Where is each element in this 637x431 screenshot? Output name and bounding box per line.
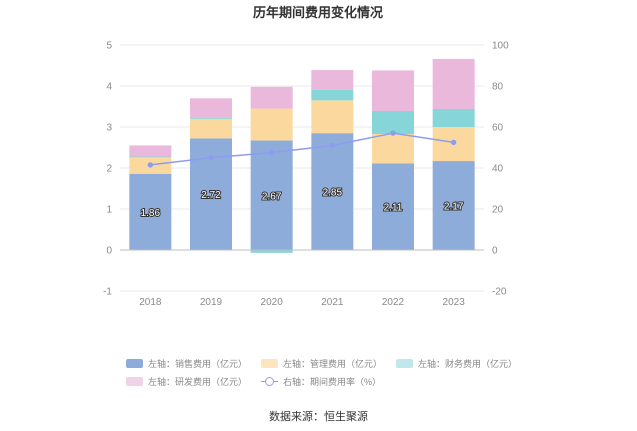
left-axis-tick: 2 <box>106 164 112 175</box>
right-axis-ticks: -20 0 20 40 60 80 100 <box>492 41 509 298</box>
rate-point <box>390 130 396 136</box>
rate-point <box>450 139 457 146</box>
line-series <box>147 130 457 168</box>
legend-item-rate[interactable]: 右轴：期间费用率（%） <box>261 375 381 388</box>
bar-segment-2020-s2 <box>250 250 293 253</box>
bar-data-label: 2.67 <box>262 191 282 202</box>
x-axis: 2018 2019 2020 2021 2022 2023 <box>120 249 484 308</box>
left-axis-tick: 4 <box>106 82 112 93</box>
left-axis-tick: -1 <box>103 287 112 298</box>
bar-segment-2022-s1 <box>372 133 414 164</box>
bar-segment-2020-s1 <box>250 108 293 141</box>
bar-segment-2022-s0 <box>372 163 414 250</box>
bar-series <box>129 58 475 253</box>
x-axis-tick: 2023 <box>443 297 466 308</box>
legend-label-finance: 左轴：财务费用（亿元） <box>418 358 518 369</box>
bar-segment-2022-s2 <box>372 111 414 134</box>
bar-data-label: 2.11 <box>384 203 403 214</box>
right-axis-tick: 100 <box>492 41 509 52</box>
x-axis-tick: 2019 <box>200 297 223 308</box>
right-axis-tick: 80 <box>492 82 504 93</box>
right-axis-tick: -20 <box>492 287 507 298</box>
right-axis-tick: 0 <box>492 246 498 257</box>
bar-data-label: 1.86 <box>141 208 161 219</box>
rate-point <box>329 142 336 149</box>
bar-segment-2018-s3 <box>129 145 172 157</box>
right-axis-tick: 40 <box>492 164 504 175</box>
right-axis-tick: 60 <box>492 123 504 134</box>
bar-segment-2019-s3 <box>190 98 232 118</box>
bar-segment-2023-s3 <box>432 58 475 109</box>
bar-segment-2020-s3 <box>250 86 293 109</box>
bar-segment-2018-s0 <box>129 173 172 250</box>
bar-segment-2021-s0 <box>311 133 354 250</box>
legend-swatch-admin <box>261 358 279 368</box>
legend-item-rnd[interactable]: 左轴：研发费用（亿元） <box>126 375 247 388</box>
rate-line <box>150 132 454 166</box>
legend-label-admin: 左轴：管理费用（亿元） <box>283 358 383 369</box>
bar-data-labels: 1.86 2.72 2.67 2.85 2.11 2.17 <box>140 187 465 220</box>
legend-swatch-sales <box>126 358 143 368</box>
legend-item-admin[interactable]: 左轴：管理费用（亿元） <box>261 357 382 370</box>
bar-segment-2019-s2 <box>190 117 232 119</box>
x-axis-tick: 2018 <box>139 297 162 308</box>
x-axis-tick: 2020 <box>261 297 284 308</box>
grid-lines <box>120 44 484 292</box>
legend-item-finance[interactable]: 左轴：财务费用（亿元） <box>396 357 517 370</box>
legend: 左轴：销售费用（亿元） 左轴：管理费用（亿元） 左轴：财务费用（亿元） 左轴：研… <box>126 354 526 390</box>
bar-segment-2021-s3 <box>311 70 354 90</box>
bar-data-label: 2.72 <box>201 190 221 201</box>
legend-swatch-finance <box>396 358 414 368</box>
bar-data-label: 2.17 <box>444 202 464 213</box>
bar-segment-2021-s1 <box>311 100 354 134</box>
left-axis-tick: 0 <box>106 246 112 257</box>
legend-line-icon <box>261 376 279 386</box>
chart-title: 历年期间费用变化情况 <box>253 5 383 20</box>
bar-segment-2019-s1 <box>190 118 232 139</box>
bar-segment-2021-s2 <box>311 89 354 101</box>
legend-label-rate: 右轴：期间费用率（%） <box>283 376 382 387</box>
bar-segment-2023-s0 <box>432 161 475 250</box>
rate-point <box>208 155 214 161</box>
x-axis-tick: 2022 <box>382 297 405 308</box>
rate-point <box>268 149 275 156</box>
x-axis-tick: 2021 <box>321 297 344 308</box>
data-source: 数据来源：恒生聚源 <box>269 411 368 423</box>
left-axis-ticks: -1 0 1 2 3 4 5 <box>103 41 112 298</box>
bar-segment-2018-s2 <box>129 156 172 158</box>
legend-swatch-rnd <box>126 376 143 386</box>
legend-label-rnd: 左轴：研发费用（亿元） <box>148 376 248 387</box>
left-axis-tick: 5 <box>106 41 112 52</box>
bar-segment-2023-s2 <box>432 108 475 127</box>
right-axis-tick: 20 <box>492 205 504 216</box>
left-axis-tick: 1 <box>106 205 112 216</box>
bar-segment-2022-s3 <box>372 70 414 112</box>
legend-item-sales[interactable]: 左轴：销售费用（亿元） <box>126 357 247 370</box>
bar-data-label: 2.85 <box>323 188 343 199</box>
left-axis-tick: 3 <box>106 123 112 134</box>
bar-segment-2020-s0 <box>250 140 293 250</box>
rate-point <box>147 162 154 168</box>
legend-label-sales: 左轴：销售费用（亿元） <box>148 358 248 369</box>
